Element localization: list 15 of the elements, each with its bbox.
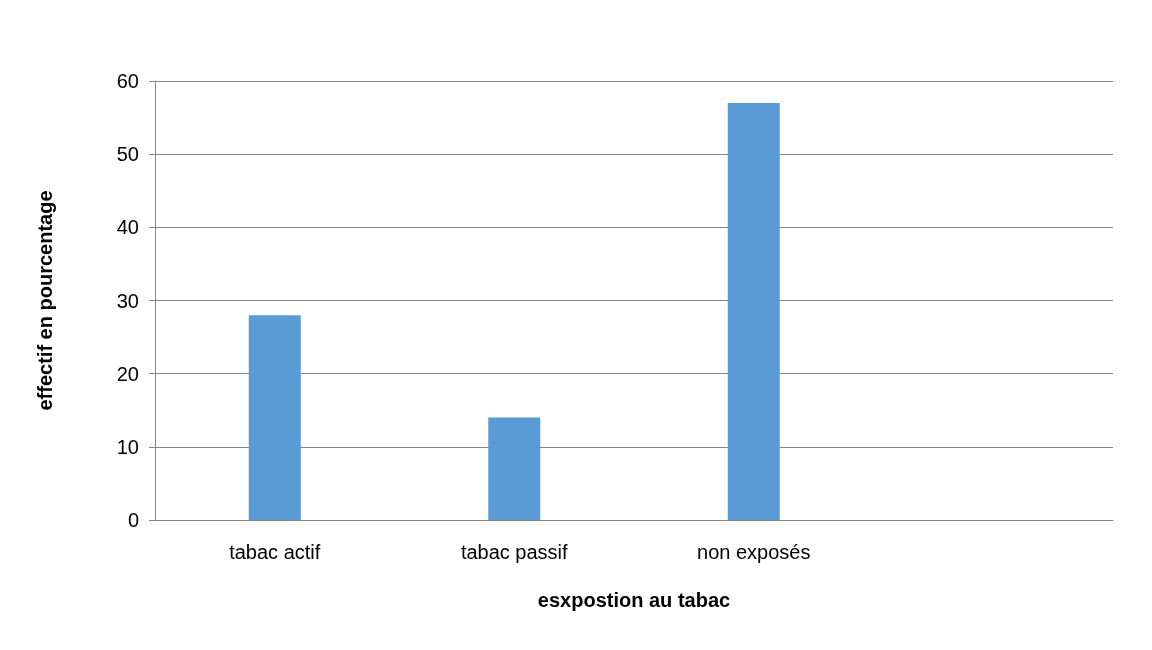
y-tick-label: 50 — [116, 143, 139, 166]
x-tick-label: tabac actif — [229, 541, 321, 563]
x-tick-label: tabac passif — [460, 541, 569, 563]
x-axis-title: esxpostion au tabac — [537, 589, 731, 611]
bar — [248, 315, 301, 520]
y-tick-label: 60 — [116, 70, 139, 92]
y-tick-label: 40 — [116, 216, 139, 239]
y-tick-label: 20 — [116, 362, 139, 385]
bar — [488, 417, 541, 520]
y-tick-label: 30 — [116, 289, 139, 312]
y-tick-label: 10 — [116, 435, 139, 458]
y-tick-label: 0 — [127, 509, 139, 531]
y-axis-title: effectif en pourcentage — [34, 190, 56, 411]
bar — [727, 102, 780, 520]
x-tick-label: non exposés — [697, 541, 811, 563]
